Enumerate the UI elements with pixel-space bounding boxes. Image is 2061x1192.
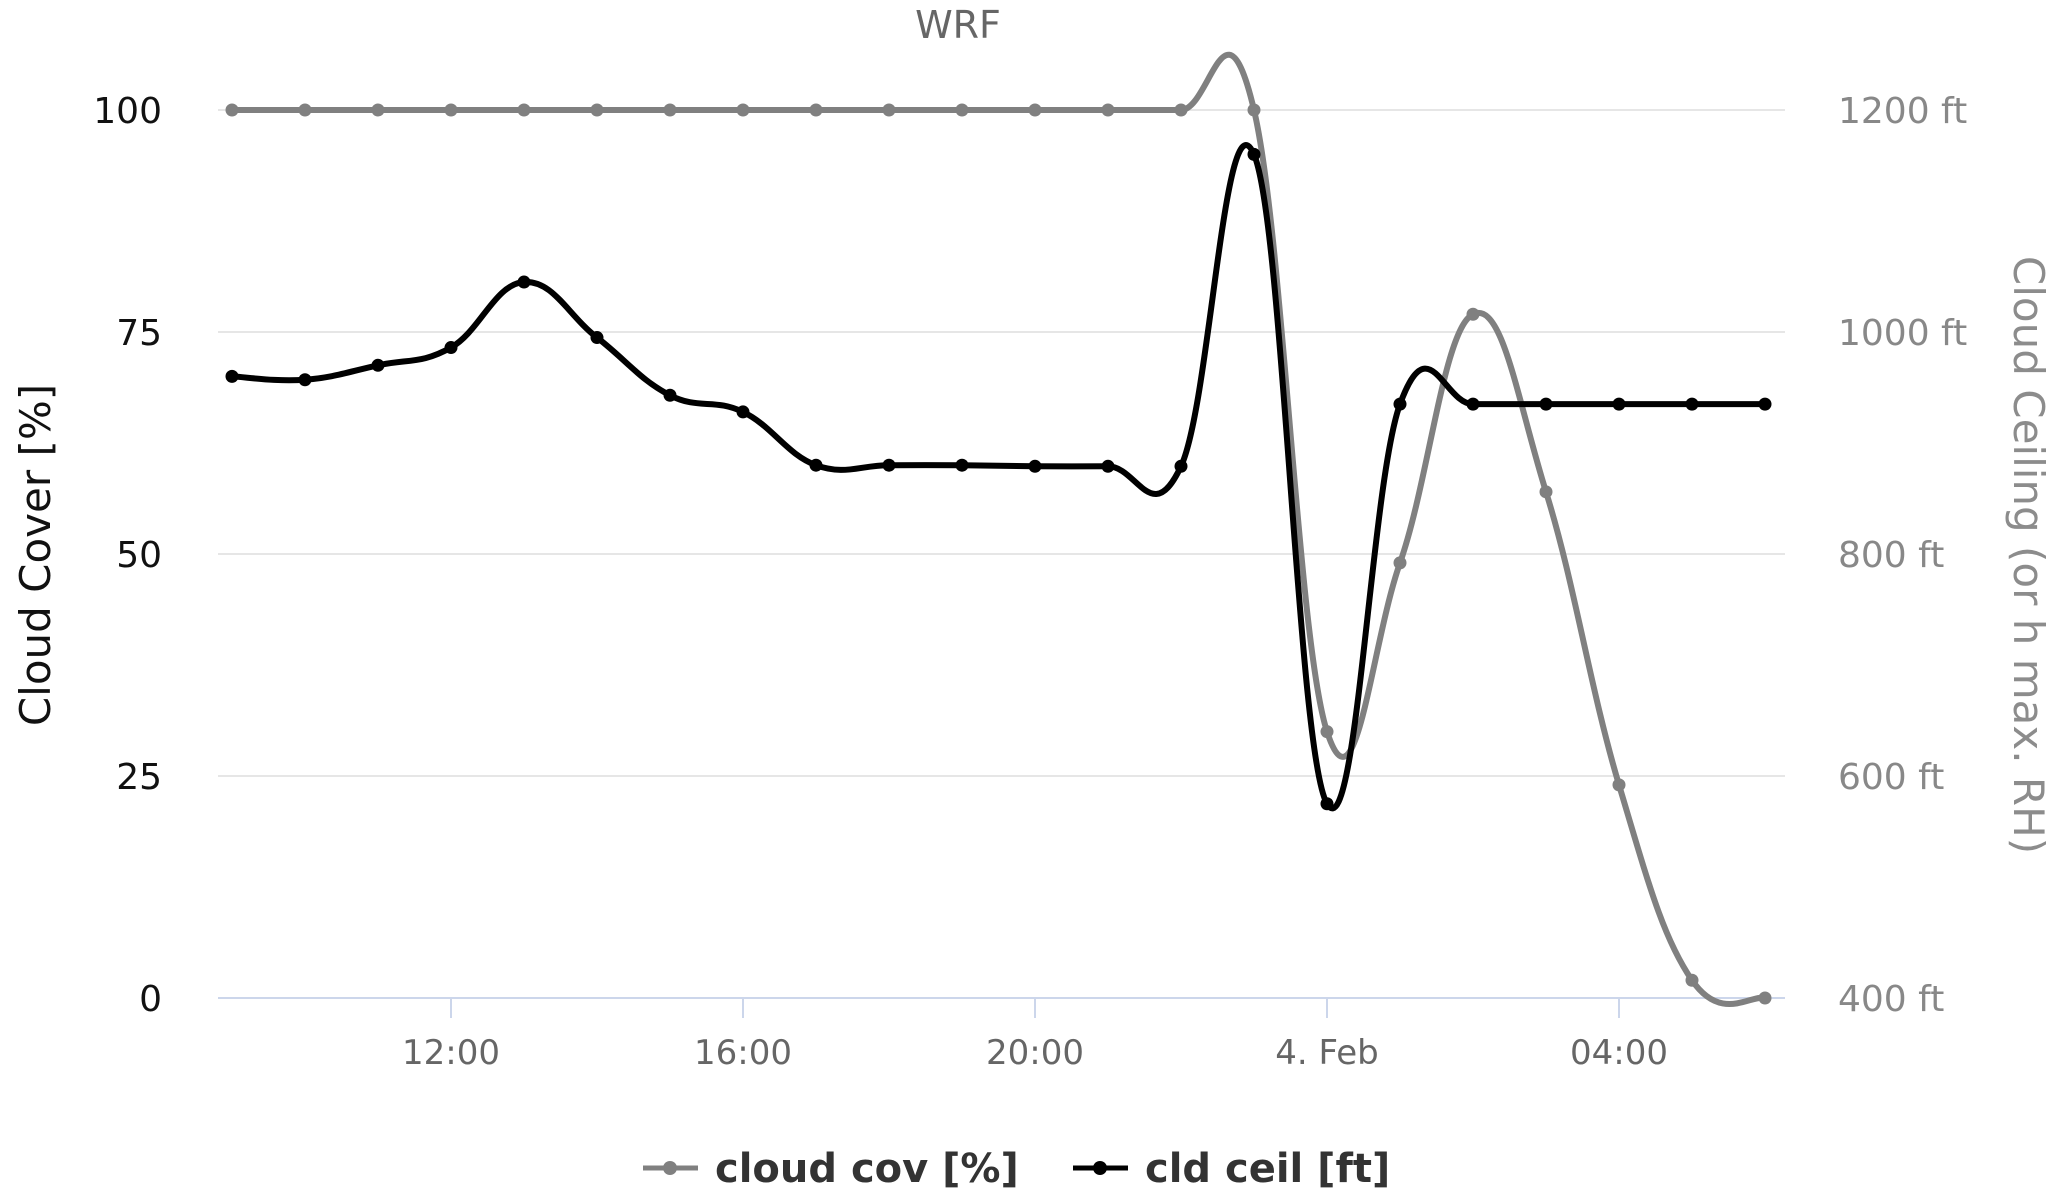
data-point[interactable] [298,103,312,117]
y-axis-right-title: Cloud Ceiling (or h max. RH) [2004,256,2053,854]
chart-title: WRF [915,3,1001,47]
data-point[interactable] [1685,973,1699,987]
y-left-tick-label: 25 [116,757,162,798]
legend-item-cld-ceil[interactable]: cld ceil [ft] [1073,1146,1390,1192]
x-tick-label: 04:00 [1570,1033,1668,1073]
data-point[interactable] [1101,459,1115,473]
data-point[interactable] [809,458,823,472]
data-point[interactable] [663,103,677,117]
y-left-tick-label: 75 [116,313,162,354]
data-point[interactable] [444,341,458,355]
series-line [232,51,1766,1007]
data-point[interactable] [955,103,969,117]
data-point[interactable] [371,358,385,372]
legend-item-cloud-cov[interactable]: cloud cov [%] [643,1146,1019,1192]
x-tick-label: 20:00 [986,1033,1084,1073]
data-point[interactable] [882,458,896,472]
series-line [231,142,1765,811]
data-point[interactable] [1028,459,1042,473]
y-right-tick-label: 800 ft [1838,535,1944,576]
series-layer [225,51,1772,1007]
data-point[interactable] [225,103,239,117]
x-axis: 12:00 16:00 20:00 4. Feb 04:00 [218,997,1785,1073]
y-left-tick-label: 0 [139,979,162,1020]
data-point[interactable] [1174,459,1188,473]
data-point[interactable] [1320,725,1334,739]
y-axis-right: 400 ft 600 ft 800 ft 1000 ft 1200 ft [1838,91,1967,1020]
data-point[interactable] [225,369,239,383]
x-tick-label: 4. Feb [1275,1033,1378,1073]
data-point[interactable] [1466,307,1480,321]
data-point[interactable] [882,103,896,117]
data-point[interactable] [590,331,604,345]
y-axis-left-title: Cloud Cover [%] [11,384,60,726]
y-left-tick-label: 50 [116,535,162,576]
data-point[interactable] [590,103,604,117]
legend[interactable]: cloud cov [%] cld ceil [ft] [643,1146,1390,1192]
data-point[interactable] [1539,397,1553,411]
y-axis-left: 0 25 50 75 100 [93,91,162,1020]
y-right-tick-label: 1200 ft [1838,91,1967,132]
data-point[interactable] [736,103,750,117]
series-cld-ceil [225,142,1772,811]
data-point[interactable] [1612,397,1626,411]
data-point[interactable] [371,103,385,117]
data-point[interactable] [736,405,750,419]
data-point[interactable] [1758,991,1772,1005]
data-point[interactable] [517,103,531,117]
data-point[interactable] [955,458,969,472]
data-point[interactable] [809,103,823,117]
data-point[interactable] [1101,103,1115,117]
data-point[interactable] [1466,397,1480,411]
x-tick-label: 12:00 [402,1033,500,1073]
data-point[interactable] [1247,147,1261,161]
data-point[interactable] [1320,797,1334,811]
data-point[interactable] [1247,103,1261,117]
data-point[interactable] [1393,556,1407,570]
data-point[interactable] [1174,103,1188,117]
data-point[interactable] [517,275,531,289]
y-right-tick-label: 400 ft [1838,979,1944,1020]
y-right-tick-label: 1000 ft [1838,313,1967,354]
data-point[interactable] [1758,397,1772,411]
series-cloud-cov [225,51,1772,1007]
data-point[interactable] [298,373,312,387]
grid [218,109,1785,777]
data-point[interactable] [1612,778,1626,792]
legend-label-cloud-cov: cloud cov [%] [715,1146,1019,1192]
data-point[interactable] [1028,103,1042,117]
legend-label-cld-ceil: cld ceil [ft] [1145,1146,1390,1192]
data-point[interactable] [1685,397,1699,411]
data-point[interactable] [663,388,677,402]
x-tick-label: 16:00 [694,1033,792,1073]
data-point[interactable] [1539,485,1553,499]
y-left-tick-label: 100 [93,91,162,132]
y-right-tick-label: 600 ft [1838,757,1944,798]
data-point[interactable] [444,103,458,117]
data-point[interactable] [1393,397,1407,411]
